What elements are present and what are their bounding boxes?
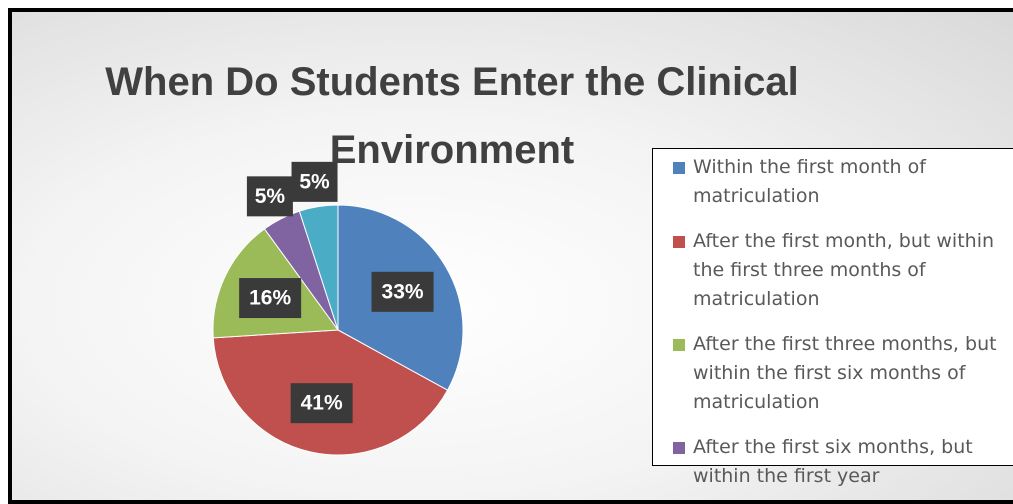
legend-entry: Within the first month of matriculation (663, 153, 1013, 211)
pie-slice (298, 204, 339, 331)
legend-swatch (673, 442, 685, 454)
legend-swatch (673, 339, 685, 351)
data-label: 5% (299, 170, 330, 193)
chart: 33% 41% 16% 5% 5% (212, 161, 464, 456)
data-label: 33% (382, 280, 424, 303)
legend-swatch (673, 162, 685, 174)
legend-label: Within the first month of matriculation (693, 156, 926, 207)
data-label-box (291, 161, 338, 202)
data-label: 5% (255, 185, 286, 208)
legend-entry: After the first six months, but within t… (663, 433, 1013, 491)
legend-swatch (673, 236, 685, 248)
legend-entry: After the first three months, but within… (663, 330, 1013, 417)
data-label: 16% (249, 287, 291, 310)
chart-title: When Do Students Enter the Clinical Envi… (105, 60, 799, 172)
legend-label: After the first month, but within the fi… (693, 230, 995, 310)
legend-label: After the first three months, but within… (693, 333, 997, 413)
data-label-box (371, 271, 434, 312)
legend: Within the first month of matriculation A… (652, 148, 1013, 487)
data-label-box (239, 278, 302, 319)
data-label: 41% (301, 392, 343, 415)
data-label-box (290, 383, 353, 424)
chart-area: 33% 41% 16% 5% 5% When Do Students Enter the… (8, 8, 1013, 504)
legend-entry: After the first month, but within the fi… (663, 227, 1013, 314)
legend-label: After the first six months, but within t… (693, 436, 973, 487)
data-label-box (246, 176, 293, 217)
